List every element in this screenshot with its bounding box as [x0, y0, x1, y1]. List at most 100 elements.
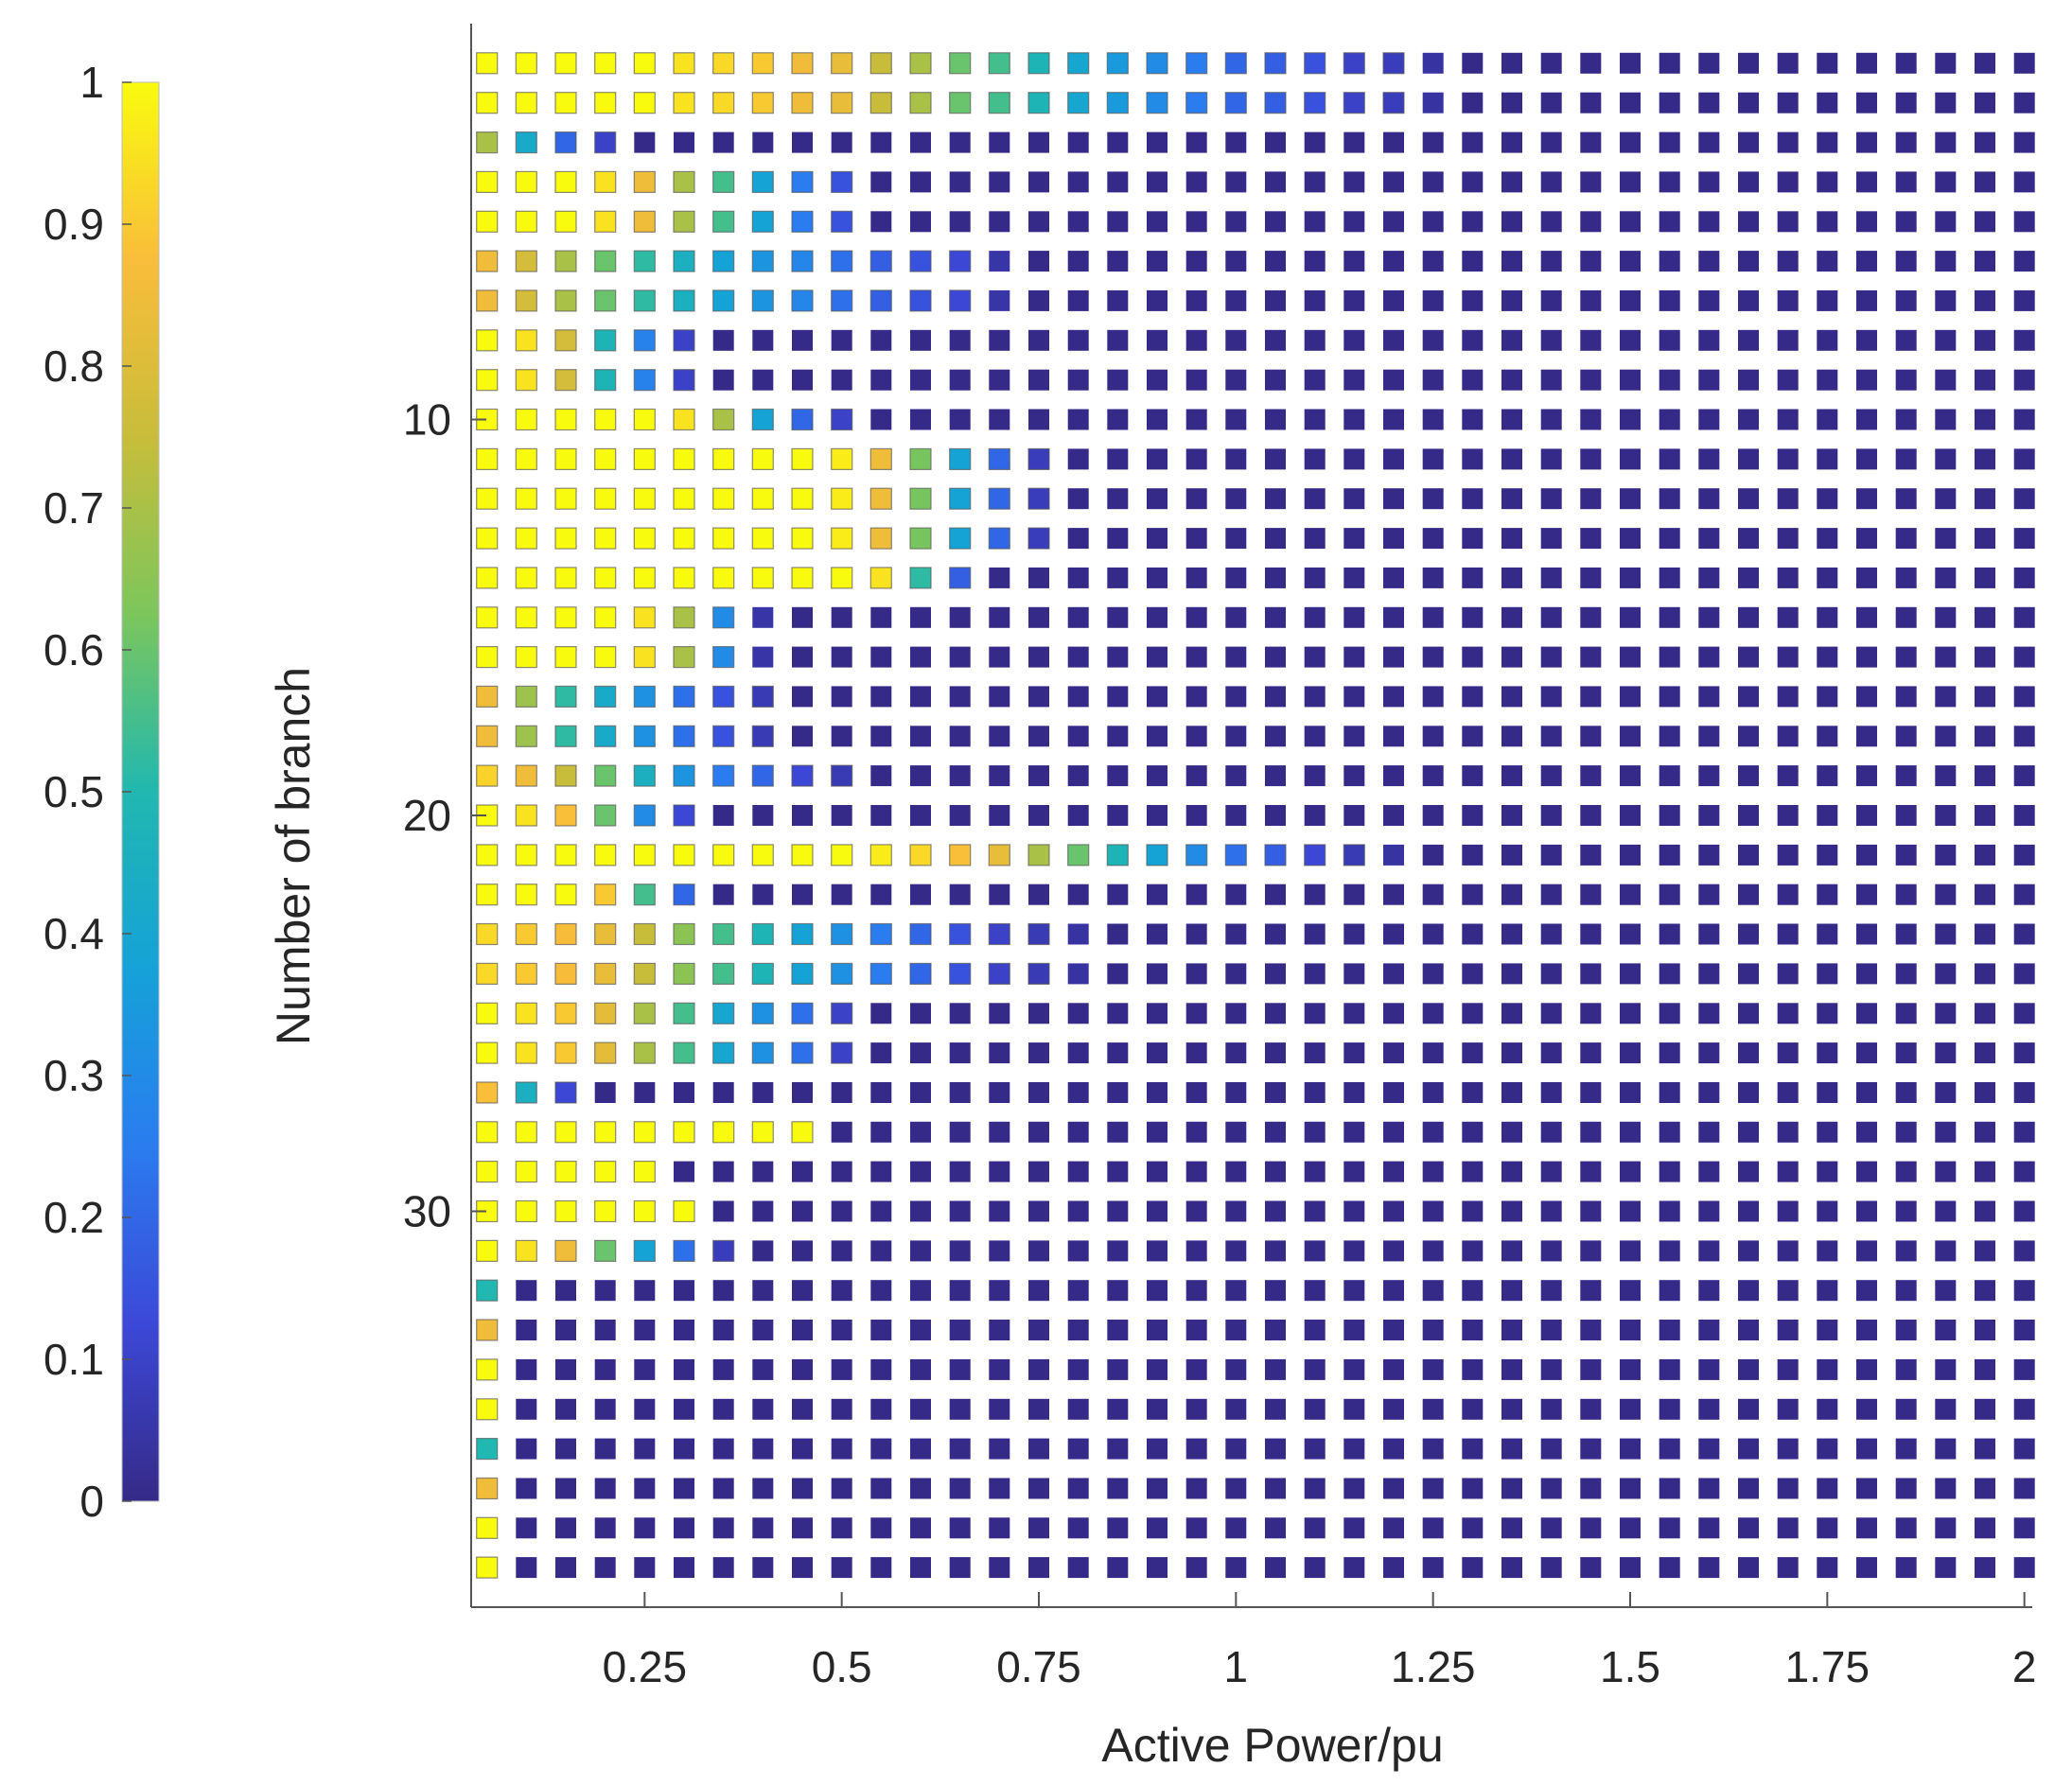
heatmap-cell	[989, 646, 1010, 668]
heatmap-cell	[949, 1438, 971, 1460]
heatmap-cell	[1383, 289, 1404, 311]
heatmap-cell	[1107, 606, 1129, 628]
heatmap-cell	[1185, 92, 1208, 114]
heatmap-cell	[1975, 448, 1995, 470]
heatmap-cell	[1540, 805, 1562, 826]
heatmap-cell	[1620, 1358, 1641, 1380]
heatmap-cell	[791, 52, 814, 75]
heatmap-cell	[2013, 528, 2035, 550]
heatmap-cell	[831, 1398, 852, 1420]
heatmap-cell	[1067, 251, 1089, 272]
heatmap-cell	[752, 646, 774, 668]
heatmap-cell	[949, 962, 972, 986]
heatmap-cell	[1343, 606, 1365, 628]
heatmap-cell	[555, 1398, 576, 1420]
heatmap-cell	[1343, 1280, 1365, 1302]
heatmap-cell	[831, 210, 853, 233]
heatmap-cell	[1540, 1082, 1562, 1103]
heatmap-cell	[1067, 1082, 1089, 1103]
heatmap-cell	[633, 567, 656, 589]
heatmap-cell	[1343, 289, 1365, 311]
heatmap-cell	[515, 1041, 537, 1064]
heatmap-cell	[751, 487, 774, 510]
colorbar-tick-label: 0.3	[44, 1051, 104, 1100]
heatmap-cell	[1777, 646, 1799, 668]
heatmap-cell	[1265, 1557, 1286, 1579]
heatmap-cell	[1462, 1557, 1484, 1579]
heatmap-cell	[831, 764, 853, 787]
heatmap-cell	[831, 1240, 852, 1262]
heatmap-cell	[1028, 1240, 1049, 1262]
heatmap-cell	[1580, 131, 1602, 153]
heatmap-cell	[1777, 1042, 1799, 1064]
heatmap-cell	[1580, 171, 1602, 193]
heatmap-cell	[1304, 1438, 1326, 1460]
heatmap-cell	[989, 606, 1010, 628]
heatmap-cell	[515, 645, 537, 669]
heatmap-cell	[634, 1358, 656, 1380]
heatmap-cell	[1067, 1398, 1089, 1420]
heatmap-cell	[594, 1280, 616, 1302]
heatmap-cell	[1698, 92, 1720, 114]
heatmap-cell	[1895, 1042, 1917, 1064]
heatmap-cell	[1265, 1161, 1286, 1182]
heatmap-cell	[949, 567, 972, 589]
heatmap-cell	[1304, 92, 1326, 114]
heatmap-cell	[1304, 329, 1326, 351]
heatmap-cell	[1185, 686, 1207, 708]
heatmap-cell	[1501, 211, 1522, 233]
heatmap-cell	[2013, 369, 2035, 391]
heatmap-cell	[1738, 131, 1759, 153]
heatmap-cell	[673, 645, 695, 669]
heatmap-cell	[1501, 1478, 1522, 1499]
heatmap-cell	[988, 962, 1010, 986]
heatmap-cell	[1975, 52, 1995, 74]
heatmap-cell	[673, 884, 695, 906]
heatmap-cell	[1777, 1240, 1799, 1262]
heatmap-cell	[673, 52, 695, 75]
heatmap-cell	[1462, 289, 1484, 311]
heatmap-cell	[1028, 1003, 1049, 1024]
heatmap-cell	[1975, 805, 1995, 826]
heatmap-cell	[1698, 1280, 1720, 1302]
heatmap-cell	[1975, 1161, 1995, 1182]
heatmap-cell	[2013, 1161, 2035, 1182]
heatmap-cell	[1935, 329, 1957, 351]
heatmap-cell	[1107, 528, 1129, 550]
heatmap-cell	[1383, 251, 1404, 272]
heatmap-cell	[1225, 963, 1247, 985]
heatmap-cell	[1935, 1320, 1957, 1340]
heatmap-cell	[752, 1398, 774, 1420]
heatmap-cell	[1895, 52, 1917, 74]
heatmap-cell	[554, 645, 577, 669]
heatmap-cell	[870, 1200, 892, 1222]
heatmap-cell	[949, 409, 971, 430]
heatmap-cell	[1975, 963, 1995, 985]
heatmap-cell	[1580, 528, 1602, 550]
heatmap-cell	[554, 447, 577, 470]
heatmap-cell	[1067, 805, 1089, 826]
heatmap-cell	[831, 922, 853, 946]
heatmap-cell	[1580, 1478, 1602, 1499]
heatmap-cell	[1895, 171, 1917, 193]
heatmap-cell	[1856, 171, 1877, 193]
heatmap-cell	[870, 1042, 892, 1064]
heatmap-cell	[515, 1002, 537, 1024]
heatmap-cell	[1698, 1398, 1720, 1420]
heatmap-cell	[1856, 726, 1877, 747]
heatmap-cell	[831, 567, 853, 589]
heatmap-cell	[1146, 844, 1168, 866]
heatmap-cell	[1540, 329, 1562, 351]
heatmap-cell	[988, 92, 1010, 114]
heatmap-cell	[910, 409, 931, 430]
heatmap-cell	[1265, 884, 1286, 905]
heatmap-cell	[1265, 1082, 1286, 1103]
heatmap-cell	[1462, 1280, 1484, 1302]
heatmap-cells	[476, 52, 2035, 1579]
heatmap-cell	[1147, 448, 1168, 470]
heatmap-cell	[1698, 923, 1720, 945]
heatmap-cell	[1265, 1398, 1286, 1420]
heatmap-cell	[1067, 1200, 1089, 1222]
heatmap-cell	[1462, 923, 1484, 945]
